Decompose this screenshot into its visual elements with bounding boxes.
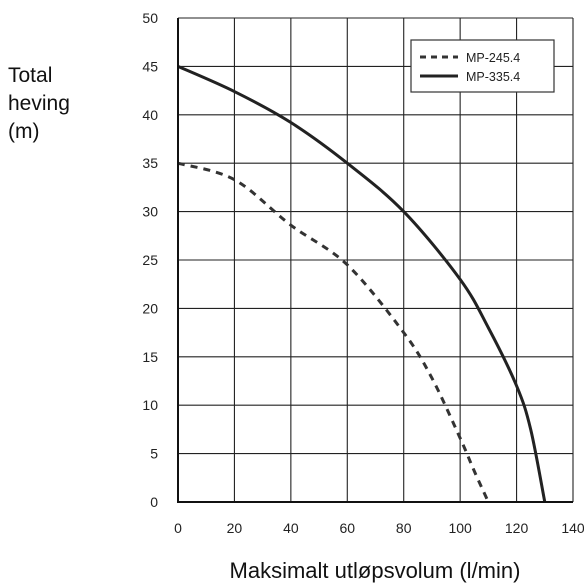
grid [178,17,574,502]
y-axis-label-line-2: heving [8,92,70,115]
x-tick-label-120: 120 [505,520,529,536]
x-tick-labels: 0 20 40 60 80 100 120 140 [174,520,584,536]
x-tick-label-80: 80 [396,520,412,536]
legend-label-mp-245-4: MP-245.4 [466,51,520,65]
y-tick-label-15: 15 [142,349,158,365]
series-lines [178,65,547,502]
series-line-mp-245-4 [178,161,490,502]
x-tick-label-0: 0 [174,520,182,536]
legend: MP-245.4 MP-335.4 [410,39,555,93]
y-axis-label-line-1: Total [8,64,52,87]
y-tick-label-50: 50 [142,10,158,26]
y-tick-label-20: 20 [142,300,158,316]
legend-box [410,39,555,93]
y-tick-label-45: 45 [142,58,158,74]
y-tick-label-25: 25 [142,252,158,268]
x-tick-label-60: 60 [339,520,355,536]
x-tick-label-20: 20 [227,520,243,536]
x-tick-label-40: 40 [283,520,299,536]
y-tick-labels: 0 5 10 15 20 25 30 35 40 45 50 [142,10,158,510]
x-tick-label-140: 140 [561,520,584,536]
axes [177,18,573,503]
y-tick-label-5: 5 [150,446,158,462]
x-tick-label-100: 100 [448,520,472,536]
y-tick-label-0: 0 [150,494,158,510]
legend-label-mp-335-4: MP-335.4 [466,70,520,84]
y-tick-label-35: 35 [142,155,158,171]
y-tick-label-40: 40 [142,107,158,123]
y-tick-label-30: 30 [142,204,158,220]
y-tick-label-10: 10 [142,397,158,413]
x-axis-label: Maksimalt utløpsvolum (l/min) [230,558,521,583]
series-line-mp-335-4 [178,65,547,502]
y-axis-label-line-3: (m) [8,120,39,143]
